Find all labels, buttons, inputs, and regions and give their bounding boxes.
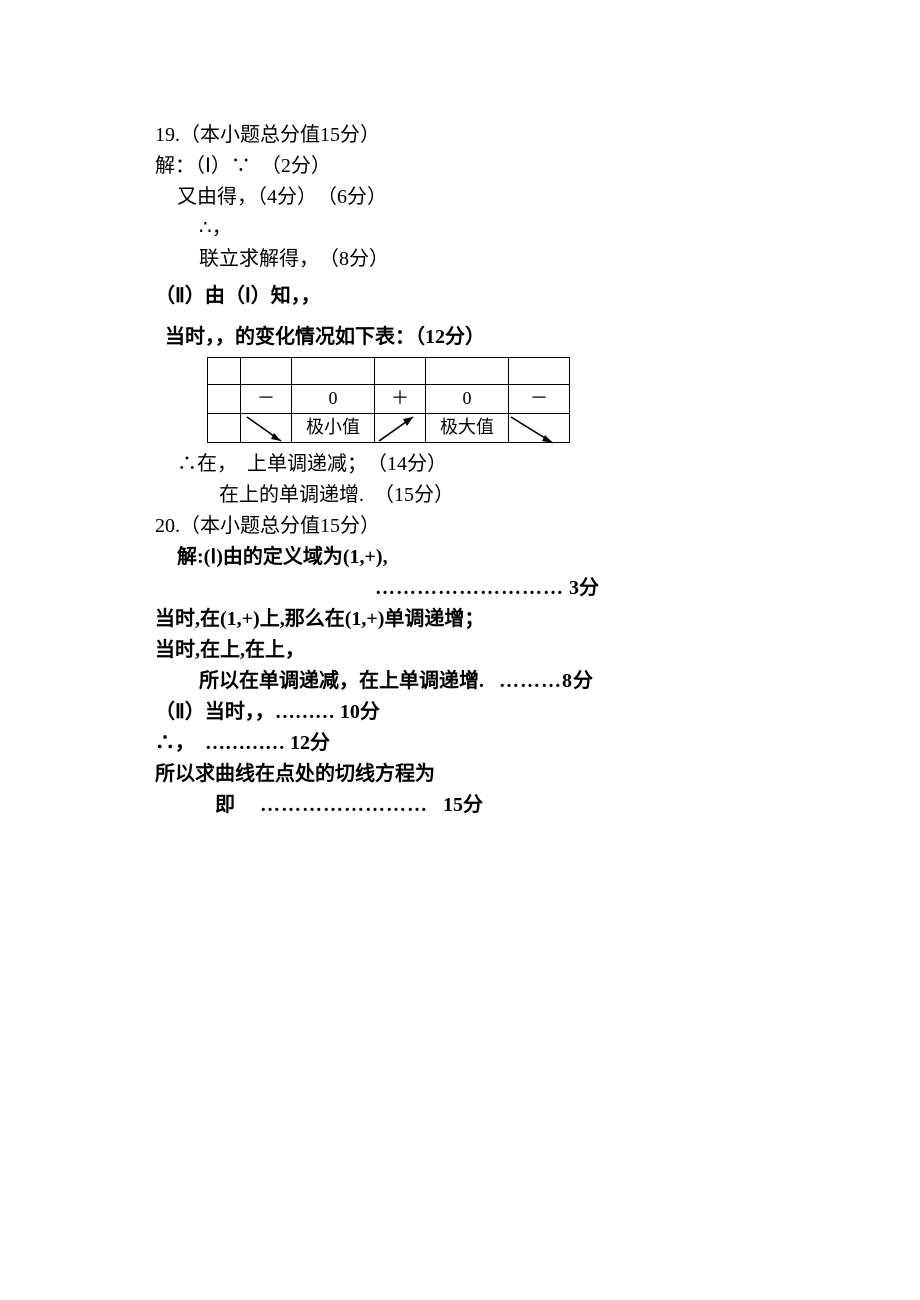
cell <box>208 385 241 414</box>
q19-table-intro-a: 当时，，的变化情况如下表：（ <box>165 326 425 348</box>
q19-line-4: 联立求解得， （8分） <box>155 244 775 275</box>
q20-line-9: 即 …………………… 15分 <box>155 790 775 821</box>
q20-line-1: 解:(Ⅰ)由的定义域为(1,+), <box>155 542 775 573</box>
cell <box>375 358 426 385</box>
q20-line-2: ……………………… 3分 <box>155 573 775 604</box>
table-row <box>208 358 570 385</box>
table-row: － 0 ＋ 0 － <box>208 385 570 414</box>
q20-line-8: 所以求曲线在点处的切线方程为 <box>155 759 775 790</box>
cell <box>426 358 509 385</box>
document-page: 19.（本小题总分值15分） 解：（Ⅰ）∵ （2分） 又由得，（4分） （6分）… <box>155 120 775 821</box>
cell <box>509 358 570 385</box>
table-row: 极小值 极大值 <box>208 413 570 442</box>
q19-after-2: 在上的单调递增. （15分） <box>155 480 775 511</box>
cell <box>241 358 292 385</box>
cell <box>208 358 241 385</box>
q20-l5b: ………8分 <box>499 670 594 692</box>
q20-line-7: ∴， ………… 12分 <box>155 728 775 759</box>
q19-line-2: 又由得，（4分） （6分） <box>155 182 775 213</box>
q19-line-3: ∴， <box>155 213 775 244</box>
cell: 极大值 <box>426 413 509 442</box>
q19-title: 19.（本小题总分值15分） <box>155 120 775 151</box>
dots: ……………………… <box>375 577 564 599</box>
q19-table-intro: 当时，，的变化情况如下表：（12分） <box>155 322 775 353</box>
q20-line-5: 所以在单调递减，在上单调递增. ………8分 <box>155 666 775 697</box>
cell: ＋ <box>375 385 426 414</box>
q19-part2-heading: （Ⅱ）由（Ⅰ）知，， <box>155 281 775 312</box>
cell <box>375 413 426 442</box>
cell: 0 <box>426 385 509 414</box>
sign-table: － 0 ＋ 0 － 极小值 极大值 <box>207 357 570 443</box>
q20-l9a: 即 <box>215 794 235 816</box>
q20-line-3: 当时,在(1,+)上,那么在(1,+)单调递增； <box>155 604 775 635</box>
q19-line-1: 解：（Ⅰ）∵ （2分） <box>155 151 775 182</box>
q20-line-6: （Ⅱ）当时，，……… 10分 <box>155 697 775 728</box>
q19-table-intro-c: ） <box>465 326 485 348</box>
sign-table-wrap: － 0 ＋ 0 － 极小值 极大值 <box>207 357 775 443</box>
cell <box>292 358 375 385</box>
cell <box>241 413 292 442</box>
cell <box>208 413 241 442</box>
q20-l5a: 所以在单调递减，在上单调递增. <box>199 670 484 692</box>
points-3: 3分 <box>564 577 599 599</box>
cell: 极小值 <box>292 413 375 442</box>
q20-title: 20.（本小题总分值15分） <box>155 511 775 542</box>
cell: 0 <box>292 385 375 414</box>
q20-l9b: …………………… <box>260 794 428 816</box>
q20-line-4: 当时,在上,在上， <box>155 635 775 666</box>
q19-after-1: ∴在， 上单调递减； （14分） <box>155 449 775 480</box>
q20-l9c: 15分 <box>443 794 483 816</box>
cell <box>509 413 570 442</box>
cell: － <box>241 385 292 414</box>
q19-table-intro-b: 12分 <box>425 326 465 348</box>
cell: － <box>509 385 570 414</box>
